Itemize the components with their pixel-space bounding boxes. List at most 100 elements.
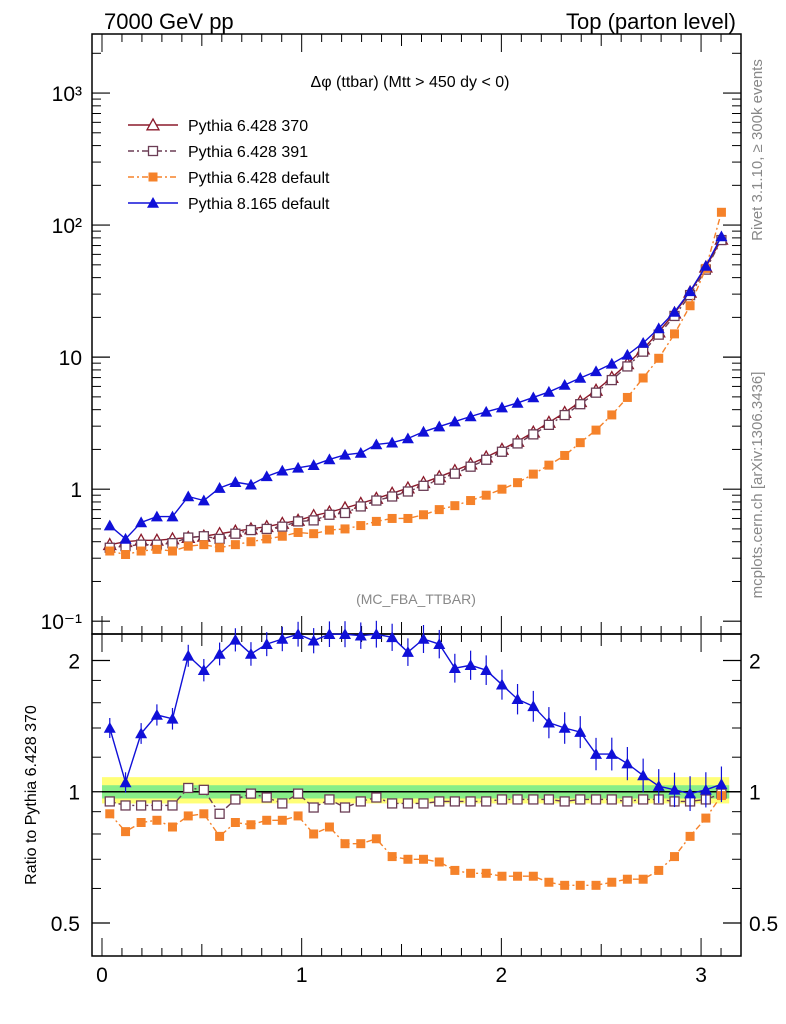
ratio-data-point [150,708,163,720]
top-data-point [684,285,697,297]
ratio-series-p8 [103,620,728,812]
ratio-axis-ticks: 0.5 0.5 1 1 2 2 0 1 2 3 [51,634,778,987]
top-data-point [355,501,366,512]
legend-marker [147,145,159,157]
legend-marker [145,117,161,131]
top-data-point [103,519,116,531]
top-data-point [512,438,523,449]
top-panel: 10⁻¹ 1 10 10² 10³ Δφ (ttbar) (Mtt > 450 dy <… [41,33,742,635]
ratio-data-point [559,796,570,807]
top-data-point [450,501,460,511]
ratio-data-point [685,831,695,841]
top-data-point [605,357,618,369]
top-data-point [356,521,366,531]
top-data-point [434,474,445,485]
top-data-point [668,305,681,317]
ratio-data-point [135,800,147,811]
top-data-point [465,461,476,472]
top-data-point [166,510,179,522]
ratio-data-point [307,634,320,646]
top-series-line [109,239,723,549]
ratio-data-point [591,880,601,890]
top-data-point [670,329,680,339]
top-data-point [542,385,555,397]
ratio-data-point [527,700,540,712]
top-data-point [715,230,728,242]
ratio-data-point [654,865,664,875]
legend-marker [148,172,158,182]
ratio-data-point [622,874,632,884]
ratio-data-point [261,792,272,803]
ratio-data-point [230,794,241,805]
ratio-data-point [464,659,477,671]
ratio-data-point [277,798,288,809]
ratio-data-point [621,757,634,769]
ratio-data-point [103,722,116,733]
top-data-point [637,336,650,348]
ratio-data-point [104,796,115,807]
ratio-data-point [183,782,194,794]
ratio-y-tick-label-right: 2 [749,650,761,673]
top-data-point [371,516,381,526]
top-data-point [307,459,320,470]
ratio-y-tick-label: 0.5 [51,913,80,936]
ratio-data-point [433,638,446,649]
ratio-data-point [339,628,352,639]
ratio-data-point [418,854,428,864]
top-data-point [638,346,649,357]
ratio-series-pdef [105,791,726,890]
top-series-p370 [102,231,729,551]
top-data-point [466,496,476,506]
top-data-point [574,371,587,383]
ratio-data-point [418,798,429,809]
x-tick-label: 2 [496,964,508,987]
top-data-point [638,373,648,383]
ratio-data-point [276,633,289,644]
ratio-data-point [323,628,336,639]
top-data-point [559,409,570,421]
ratio-data-point [246,820,256,830]
ratio-data-point [213,647,226,659]
ratio-data-point [371,792,382,803]
top-data-point [370,438,383,450]
top-data-point [215,543,225,553]
ratio-data-point [198,784,209,795]
ratio-data-point [292,628,305,639]
ratio-data-point [215,831,225,841]
ratio-data-point [513,871,523,881]
top-data-point [496,446,508,457]
top-y-tick-label: 10² [52,215,82,238]
ratio-data-point [119,776,132,788]
top-data-point [354,446,367,458]
top-data-point [292,516,304,527]
top-series-p391 [104,234,727,553]
top-data-point [183,541,193,551]
ratio-data-point [512,794,523,805]
top-data-point [511,396,524,408]
ratio-data-point [684,787,697,799]
ratio-data-point [575,794,586,805]
top-data-point [277,531,287,541]
top-data-point [197,494,210,506]
ratio-data-point [386,631,399,643]
top-data-point [543,419,555,430]
ratio-data-point [434,796,445,807]
top-data-point [513,478,523,488]
ratio-data-point [701,813,711,823]
top-data-point [277,521,288,532]
top-data-point [340,524,350,534]
top-data-point [324,509,335,520]
ratio-data-point [403,854,413,864]
top-data-point [323,453,336,465]
top-data-point [448,415,461,427]
ratio-data-point [638,874,648,884]
top-data-point [464,410,477,422]
top-data-point [309,529,319,539]
ratio-data-point [495,678,508,690]
ratio-data-point [356,839,366,849]
legend-label: Pythia 6.428 391 [188,144,308,161]
top-data-point [261,523,272,535]
ratio-data-point [183,811,193,821]
ratio-data-point [120,800,131,811]
